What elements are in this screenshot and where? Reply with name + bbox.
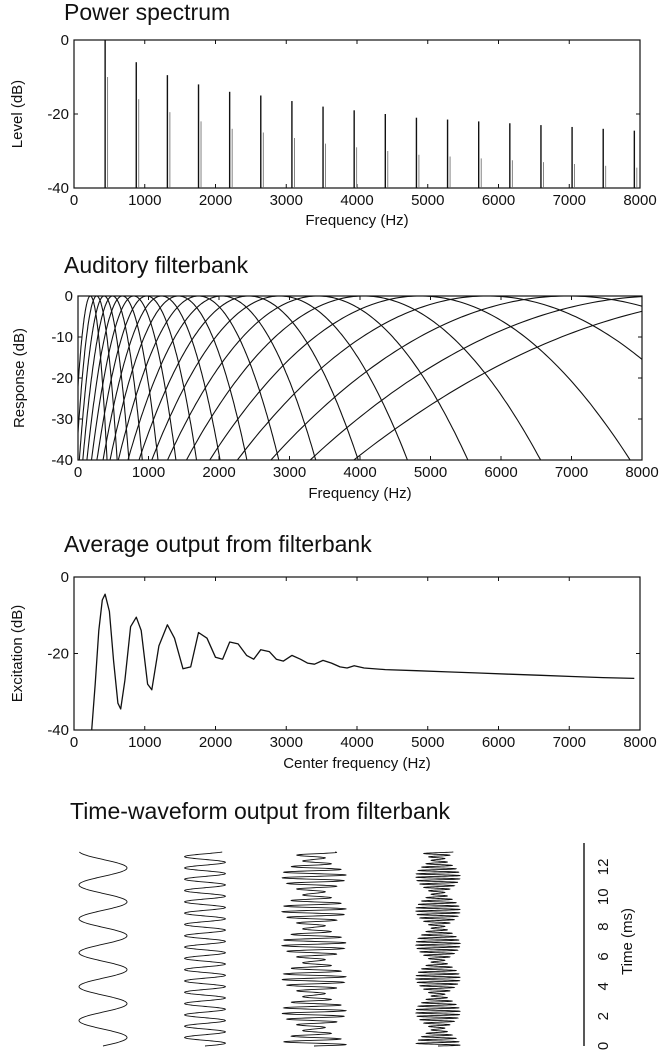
x-tick-label: 2000 — [199, 734, 232, 751]
y-tick-label: -10 — [51, 329, 73, 346]
y-axis-label: Excitation (dB) — [9, 605, 26, 703]
x-tick-label: 5000 — [414, 464, 447, 481]
y-tick-label: -40 — [47, 180, 69, 197]
time-tick-label: 2 — [595, 1012, 612, 1020]
filter-response-curve — [353, 310, 642, 460]
time-tick-label: 8 — [595, 922, 612, 930]
panel-title-power-spectrum: Power spectrum — [64, 0, 231, 25]
panel-title-time-waveform: Time-waveform output from filterbank — [70, 798, 451, 824]
y-axis-label: Level (dB) — [9, 80, 26, 148]
x-tick-label: 0 — [74, 464, 82, 481]
y-tick-label: 0 — [61, 569, 69, 586]
y-axis-label: Response (dB) — [11, 328, 28, 428]
x-tick-label: 7000 — [555, 464, 588, 481]
x-tick-label: 2000 — [199, 192, 232, 209]
x-tick-label: 0 — [70, 192, 78, 209]
x-tick-label: 5000 — [411, 734, 444, 751]
plot-frame-1 — [77, 295, 643, 461]
filterbank-curves — [78, 296, 642, 460]
x-axis-label: Center frequency (Hz) — [283, 755, 431, 772]
x-tick-label: 7000 — [553, 192, 586, 209]
x-tick-label: 7000 — [553, 734, 586, 751]
plot-frame-2 — [73, 576, 641, 731]
x-tick-label: 6000 — [482, 192, 515, 209]
x-tick-label: 8000 — [625, 464, 658, 481]
excitation-curve — [91, 593, 635, 731]
x-tick-label: 0 — [70, 734, 78, 751]
y-tick-label: 0 — [61, 32, 69, 49]
waveform-trace-3 — [280, 851, 348, 1047]
waveform-trace-4 — [414, 851, 462, 1047]
y-tick-label: -40 — [51, 452, 73, 469]
filter-response-curve — [138, 296, 359, 460]
y-tick-label: -40 — [47, 722, 69, 739]
x-tick-label: 6000 — [482, 734, 515, 751]
time-tick-label: 6 — [595, 952, 612, 960]
x-tick-label: 2000 — [202, 464, 235, 481]
x-tick-label: 4000 — [343, 464, 376, 481]
time-tick-label: 10 — [595, 888, 612, 905]
x-tick-label: 1000 — [132, 464, 165, 481]
time-axis-label: Time (ms) — [619, 908, 636, 975]
x-tick-label: 3000 — [270, 192, 303, 209]
x-tick-label: 1000 — [128, 734, 161, 751]
filter-response-curve — [78, 296, 130, 460]
panel-title-auditory-filterbank: Auditory filterbank — [64, 252, 249, 278]
x-axis-label: Frequency (Hz) — [305, 212, 408, 229]
y-tick-label: -20 — [47, 646, 69, 663]
waveform-trace-1 — [78, 851, 128, 1047]
waveform-trace-2 — [184, 851, 226, 1047]
time-tick-label: 4 — [595, 982, 612, 990]
y-tick-label: 0 — [65, 288, 73, 305]
x-tick-label: 3000 — [270, 734, 303, 751]
x-tick-label: 5000 — [411, 192, 444, 209]
x-axis-label: Frequency (Hz) — [308, 485, 411, 502]
x-tick-label: 3000 — [273, 464, 306, 481]
x-tick-label: 4000 — [340, 734, 373, 751]
y-tick-label: -30 — [51, 411, 73, 428]
x-tick-label: 1000 — [128, 192, 161, 209]
time-tick-label: 12 — [595, 859, 612, 876]
x-tick-label: 8000 — [623, 192, 656, 209]
time-tick-label: 0 — [595, 1042, 612, 1050]
x-tick-label: 8000 — [623, 734, 656, 751]
panel-title-average-output: Average output from filterbank — [64, 531, 372, 557]
y-tick-label: -20 — [47, 106, 69, 123]
y-tick-label: -20 — [51, 370, 73, 387]
x-tick-label: 6000 — [484, 464, 517, 481]
x-tick-label: 4000 — [340, 192, 373, 209]
